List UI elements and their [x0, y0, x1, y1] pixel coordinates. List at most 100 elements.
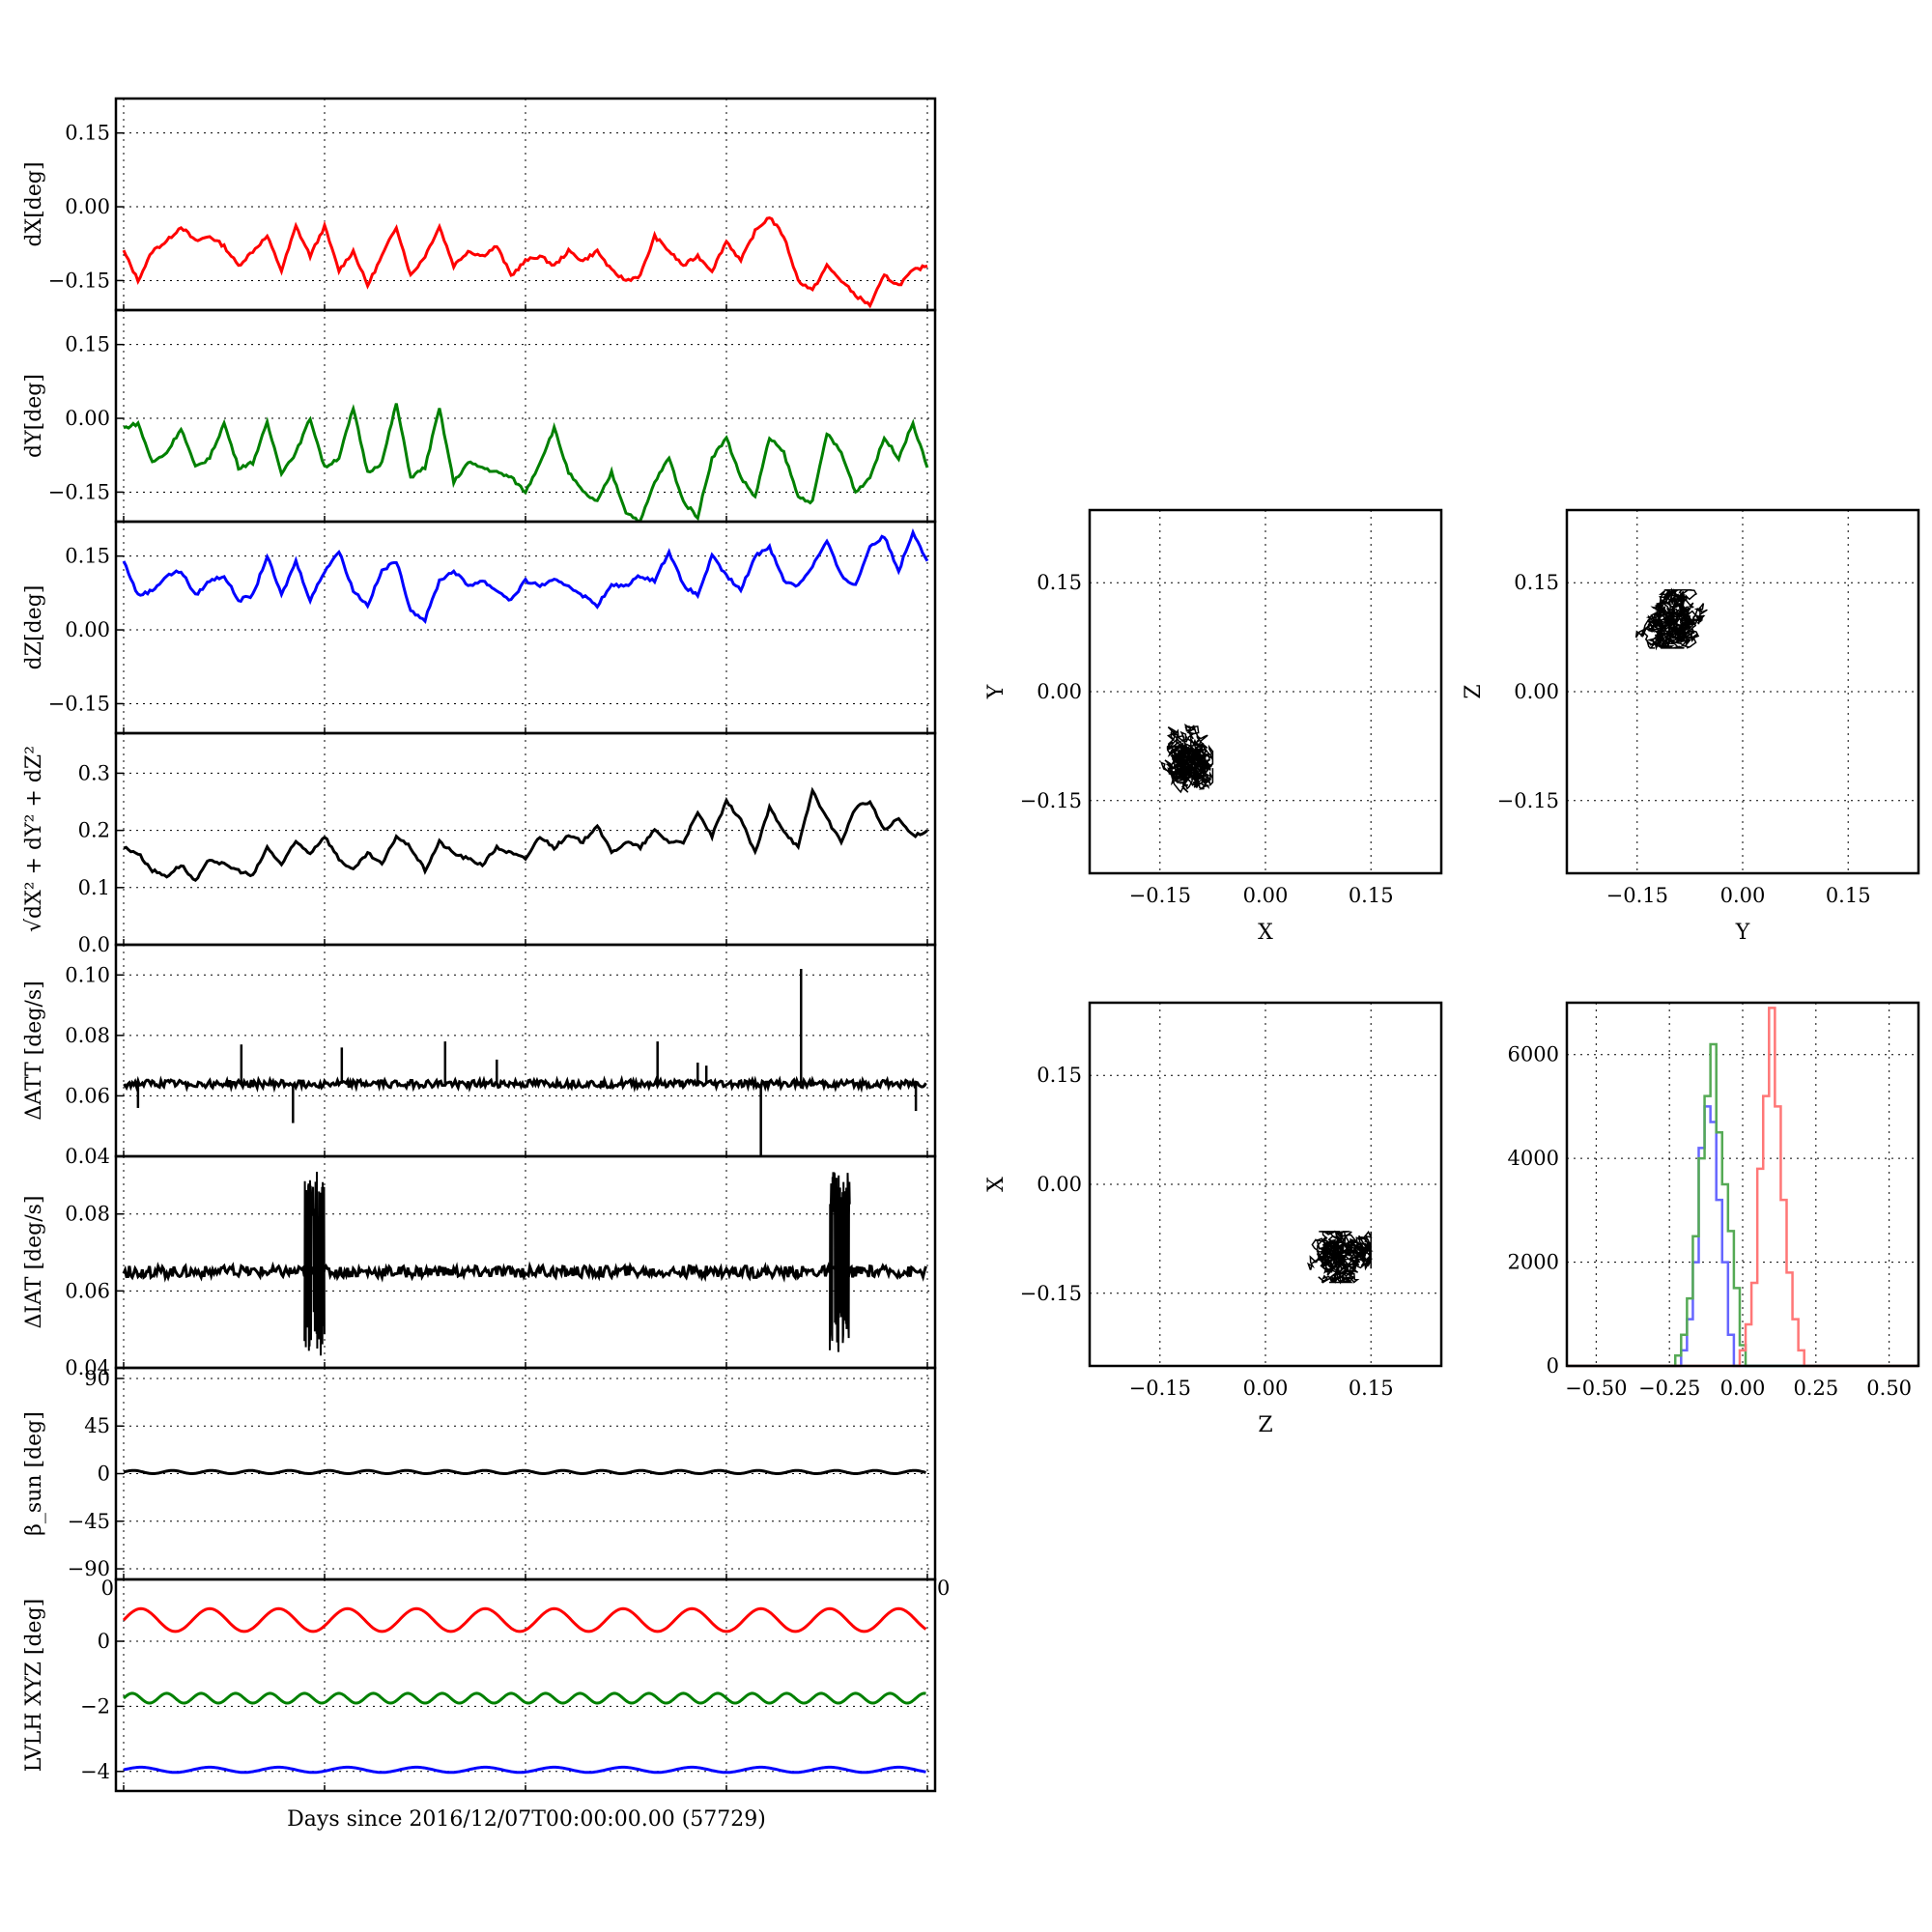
x-tick-label: −0.15 — [1606, 884, 1668, 907]
x-tick-label: −0.50 — [1565, 1377, 1627, 1400]
panel-frame — [114, 97, 937, 312]
y-tick-label: −90 — [68, 1557, 110, 1580]
y-tick-label: 0 — [98, 1463, 110, 1486]
x-tick-label: 0.15 — [1349, 884, 1394, 907]
plot-area — [123, 969, 927, 1156]
scatter-trace — [1306, 1230, 1374, 1285]
y-tick-label: 0 — [98, 1630, 110, 1653]
y-axis-label: √dX² + dY² + dZ² — [22, 746, 46, 932]
series-line — [123, 1468, 926, 1475]
plot-area — [122, 216, 928, 309]
panel-scatter_yz: −0.15 −0.15 0.00 0.00 0.15 0.15 Y Z — [1462, 508, 1920, 945]
y-tick-label: −0.15 — [48, 269, 110, 292]
series-line — [123, 786, 928, 883]
series-line — [122, 1606, 927, 1634]
corner-label: 0 — [101, 1577, 114, 1600]
panel-lvlh: −4 −2 0 0 0 LVLH XYZ [deg] — [22, 1577, 950, 1793]
y-tick-label: −45 — [68, 1510, 110, 1533]
plot-area — [123, 1468, 926, 1475]
y-tick-label: 4000 — [1508, 1147, 1559, 1170]
panel-dY: −0.15 0.00 0.15 dY[deg] — [22, 308, 937, 524]
x-tick-label: 0.00 — [1243, 884, 1289, 907]
panel-frame — [114, 520, 937, 735]
y-tick-label: 0.00 — [65, 407, 110, 430]
x-tick-label: 0.00 — [1720, 884, 1766, 907]
y-axis-label: Y — [984, 684, 1009, 699]
y-tick-label: 0.15 — [65, 333, 110, 356]
x-axis-label: Z — [1258, 1413, 1272, 1437]
y-tick-label: 0.1 — [78, 876, 110, 899]
y-tick-label: 0.15 — [1514, 571, 1559, 594]
y-tick-label: 0.00 — [1514, 680, 1559, 703]
plot-area — [123, 403, 929, 522]
histogram-series — [1567, 1042, 1918, 1368]
y-tick-label: −0.15 — [48, 692, 110, 715]
panel-dZ: −0.15 0.00 0.15 dZ[deg] — [22, 520, 937, 735]
y-tick-label: −0.15 — [1020, 789, 1082, 812]
scatter-trace — [1634, 587, 1708, 651]
plot-area — [122, 527, 929, 624]
y-tick-label: 0.00 — [65, 195, 110, 218]
y-tick-label: −0.15 — [1497, 789, 1559, 812]
burst — [303, 1171, 326, 1356]
y-tick-label: 0.00 — [65, 618, 110, 641]
panel-dIAT: 0.04 0.06 0.08 ΔIAT [deg/s] — [22, 1154, 937, 1379]
y-tick-label: 0.15 — [1037, 1064, 1082, 1087]
y-axis-label: ΔATT [deg/s] — [22, 980, 46, 1120]
y-tick-label: 0 — [1547, 1354, 1559, 1378]
scatter-trace — [1159, 724, 1214, 794]
x-tick-label: 0.25 — [1793, 1377, 1838, 1400]
series-line — [122, 527, 929, 624]
y-axis-label: dZ[deg] — [22, 585, 46, 670]
y-tick-label: 90 — [84, 1367, 110, 1390]
x-axis-label: Y — [1735, 921, 1750, 945]
y-axis-label: Z — [1462, 684, 1486, 698]
y-tick-label: 0.06 — [65, 1279, 110, 1302]
panel-frame — [114, 731, 937, 947]
y-tick-label: 0.00 — [1037, 1173, 1082, 1196]
y-tick-label: −0.15 — [1020, 1282, 1082, 1305]
x-axis-label: X — [1258, 921, 1273, 945]
y-tick-label: 6000 — [1508, 1043, 1559, 1066]
y-tick-label: 0.08 — [65, 1203, 110, 1226]
x-tick-label: 0.50 — [1866, 1377, 1912, 1400]
y-axis-label: X — [984, 1177, 1009, 1192]
y-tick-label: 0.00 — [1037, 680, 1082, 703]
panel-frame — [114, 1577, 937, 1793]
corner-label: 0 — [937, 1577, 950, 1600]
panel-frame — [114, 1154, 937, 1370]
y-tick-label: −2 — [80, 1694, 110, 1718]
panel-frame — [1565, 1001, 1920, 1368]
y-tick-label: 2000 — [1508, 1251, 1559, 1274]
y-tick-label: 0.15 — [65, 122, 110, 145]
x-tick-label: 0.00 — [1720, 1377, 1766, 1400]
panel-beta_sun: −90 −45 0 45 90 β_sun [deg] — [22, 1366, 937, 1581]
y-axis-label: ΔIAT [deg/s] — [22, 1196, 46, 1329]
plot-area — [122, 1171, 927, 1356]
y-axis-label: dX[deg] — [22, 161, 46, 246]
y-tick-label: 0.10 — [65, 963, 110, 986]
x-tick-label: 0.15 — [1349, 1377, 1394, 1400]
panel-frame — [1088, 1001, 1443, 1368]
panel-histogram: −0.50 −0.25 0.00 0.25 0.50 0 2000 4000 6000 — [1508, 1001, 1920, 1400]
burst — [829, 1172, 851, 1352]
x-axis-label: Days since 2016/12/07T00:00:00.00 (57729… — [287, 1807, 766, 1832]
x-tick-label: −0.15 — [1129, 884, 1191, 907]
series-line — [123, 1691, 926, 1705]
x-tick-label: −0.25 — [1638, 1377, 1700, 1400]
y-axis-label: β_sun [deg] — [22, 1411, 46, 1536]
panel-frame — [1088, 508, 1443, 875]
y-axis-label: dY[deg] — [22, 374, 46, 458]
series-line — [123, 403, 929, 522]
histogram-series — [1567, 1007, 1918, 1368]
y-tick-label: 0.06 — [65, 1084, 110, 1107]
y-tick-label: −4 — [80, 1760, 110, 1783]
panel-frame — [114, 943, 937, 1158]
x-tick-label: −0.15 — [1129, 1377, 1191, 1400]
plot-area — [122, 1606, 927, 1775]
plot-area — [123, 786, 928, 883]
y-tick-label: 0.04 — [65, 1356, 110, 1379]
y-tick-label: 0.3 — [78, 761, 110, 784]
y-tick-label: 0.15 — [1037, 571, 1082, 594]
